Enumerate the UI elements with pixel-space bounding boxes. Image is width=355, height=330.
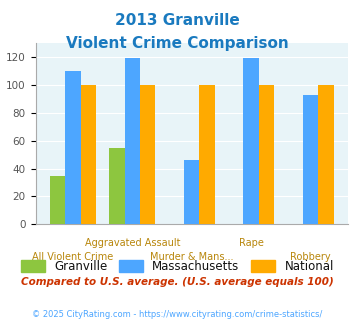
Text: © 2025 CityRating.com - https://www.cityrating.com/crime-statistics/: © 2025 CityRating.com - https://www.city…: [32, 310, 323, 319]
Legend: Granville, Massachusetts, National: Granville, Massachusetts, National: [16, 255, 339, 278]
Text: Violent Crime Comparison: Violent Crime Comparison: [66, 36, 289, 51]
Bar: [184, 160, 200, 224]
Bar: [109, 148, 125, 224]
Bar: [200, 85, 215, 224]
Text: All Violent Crime: All Violent Crime: [32, 252, 114, 262]
Bar: [318, 85, 334, 224]
Bar: [140, 85, 155, 224]
Text: Rape: Rape: [239, 238, 263, 248]
Text: Compared to U.S. average. (U.S. average equals 100): Compared to U.S. average. (U.S. average …: [21, 278, 334, 287]
Bar: [50, 176, 65, 224]
Bar: [303, 95, 318, 224]
Bar: [81, 85, 96, 224]
Bar: [259, 85, 274, 224]
Bar: [65, 71, 81, 224]
Bar: [125, 58, 140, 224]
Text: Robbery: Robbery: [290, 252, 331, 262]
Bar: [244, 58, 259, 224]
Text: 2013 Granville: 2013 Granville: [115, 13, 240, 28]
Text: Murder & Mans...: Murder & Mans...: [150, 252, 234, 262]
Text: Aggravated Assault: Aggravated Assault: [84, 238, 180, 248]
